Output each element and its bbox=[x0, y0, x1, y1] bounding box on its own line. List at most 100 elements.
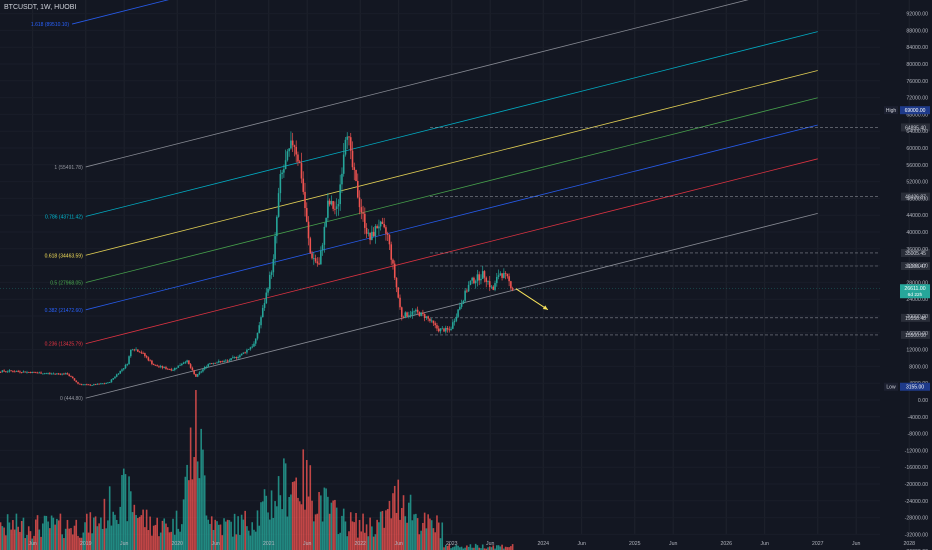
candle-body bbox=[247, 349, 250, 350]
volume-bar bbox=[251, 522, 254, 550]
candle-body bbox=[209, 363, 211, 365]
time-tick-label: 2019 bbox=[80, 541, 92, 547]
last-price-label: 26611.00 bbox=[904, 286, 925, 292]
candle-body bbox=[371, 231, 373, 240]
volume-bar bbox=[249, 535, 252, 550]
volume-bar bbox=[501, 544, 503, 550]
candle-body bbox=[423, 313, 426, 319]
candle-body bbox=[154, 365, 157, 366]
candle-body bbox=[138, 351, 141, 353]
volume-bar bbox=[400, 508, 403, 550]
candle-body bbox=[314, 258, 317, 262]
volume-bar bbox=[460, 546, 463, 550]
candle-body bbox=[137, 349, 139, 352]
candle-body bbox=[198, 372, 201, 375]
candle-body bbox=[455, 316, 458, 321]
candle-body bbox=[61, 373, 63, 375]
fib-channel: 0 (444.80) 0.236 (13425.79) 0.382 (21472.6… bbox=[31, 0, 818, 402]
time-tick-label: Jun bbox=[760, 541, 768, 547]
volume-bar bbox=[184, 476, 187, 550]
volume-bar bbox=[122, 468, 125, 550]
candle-body bbox=[189, 364, 192, 368]
candle-body bbox=[355, 170, 357, 181]
price-tick-label: 44000.00 bbox=[906, 213, 928, 219]
candle-body bbox=[478, 274, 480, 281]
candle-body bbox=[5, 371, 7, 373]
candle-body bbox=[267, 288, 269, 293]
volume-bar bbox=[17, 526, 19, 550]
volume-bar bbox=[344, 521, 347, 550]
volume-bar bbox=[462, 548, 465, 550]
time-tick-label: Jun bbox=[852, 541, 860, 547]
low-tag bbox=[884, 382, 898, 391]
candle-body bbox=[122, 368, 125, 370]
candle-body bbox=[131, 349, 134, 351]
volume-bar bbox=[276, 506, 278, 550]
volume-bar bbox=[89, 512, 92, 550]
volume-bar bbox=[371, 526, 373, 550]
volume-bar bbox=[320, 495, 322, 550]
volume-bar bbox=[395, 512, 398, 550]
volume-bar bbox=[274, 501, 276, 550]
price-axis[interactable]: 108000.00104000.00100000.0096000.0092000… bbox=[903, 0, 928, 550]
candle-body bbox=[369, 232, 371, 240]
time-axis[interactable]: Jun 2019 Jun 2020 Jun 2021 Jun 2022 Jun 2023 Jun 20… bbox=[28, 541, 915, 547]
candle-body bbox=[337, 204, 340, 207]
volume-bar bbox=[492, 545, 495, 550]
countdown-label: 6d 22h bbox=[908, 292, 923, 298]
candle-body bbox=[453, 320, 456, 323]
time-tick-label: 2024 bbox=[537, 541, 549, 547]
candle-body bbox=[82, 384, 85, 386]
candle-body bbox=[121, 369, 123, 371]
candle-body bbox=[439, 328, 442, 332]
candle-body bbox=[52, 373, 55, 375]
time-tick-label: 2022 bbox=[354, 541, 366, 547]
volume-bar bbox=[108, 486, 111, 550]
volume-bar bbox=[272, 517, 275, 550]
candle-body bbox=[298, 161, 301, 164]
candle-body bbox=[372, 231, 375, 237]
candle-body bbox=[232, 357, 234, 359]
volume-bar bbox=[353, 522, 356, 550]
price-level-label: 19558.48 bbox=[905, 316, 926, 322]
price-tick-label: -28000.00 bbox=[905, 516, 928, 522]
volume-bar bbox=[189, 427, 192, 550]
volume-bar bbox=[3, 527, 5, 550]
volume-bar bbox=[137, 518, 139, 550]
volume-bar bbox=[239, 534, 241, 550]
price-tick-label: 60000.00 bbox=[906, 146, 928, 152]
price-tick-label: -12000.00 bbox=[905, 448, 928, 454]
candle-body bbox=[210, 363, 213, 365]
volume-bar bbox=[94, 516, 97, 550]
volume-bar bbox=[247, 530, 250, 550]
candle-body bbox=[186, 360, 188, 362]
candle-body bbox=[330, 201, 333, 205]
volume-bar bbox=[437, 522, 440, 550]
volume-bar bbox=[376, 519, 378, 550]
volume-bar bbox=[455, 544, 458, 550]
candle-body bbox=[8, 370, 11, 372]
volume-bar bbox=[126, 521, 129, 550]
price-tick-label: -4000.00 bbox=[908, 415, 929, 421]
candle-body bbox=[42, 373, 44, 375]
candle-body bbox=[501, 273, 503, 278]
price-tick-label: 84000.00 bbox=[906, 45, 928, 51]
volume-bar bbox=[406, 522, 408, 550]
volume-bar bbox=[411, 520, 414, 550]
candle-body bbox=[77, 382, 79, 384]
volume-bar bbox=[504, 546, 507, 550]
candle-body bbox=[133, 349, 136, 351]
volume-bar bbox=[288, 497, 290, 550]
candle-body bbox=[45, 373, 48, 375]
candle-body bbox=[427, 316, 429, 319]
candle-body bbox=[64, 373, 67, 375]
candle-body bbox=[117, 373, 120, 375]
volume-bar bbox=[200, 428, 202, 550]
volume-bar bbox=[330, 502, 333, 550]
candle-body bbox=[335, 206, 338, 209]
symbol-title[interactable]: BTCUSDT, 1W, HUOBI bbox=[4, 4, 77, 11]
candle-body bbox=[179, 364, 181, 366]
candle-body bbox=[272, 259, 275, 273]
